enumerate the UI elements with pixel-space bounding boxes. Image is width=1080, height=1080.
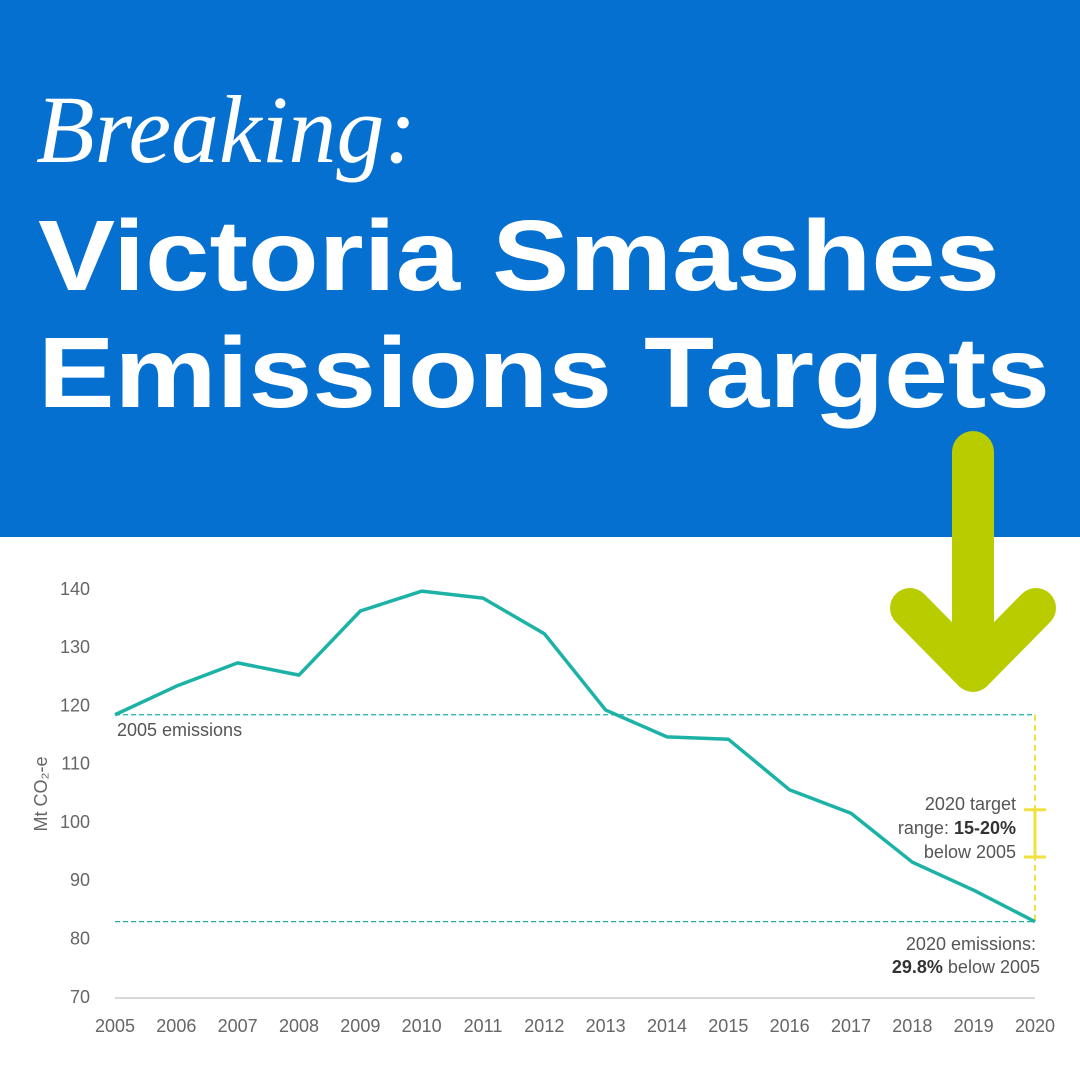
kicker: Breaking: — [36, 76, 416, 183]
target-note-part: range: — [898, 818, 954, 838]
y-tick-label: 130 — [60, 637, 90, 657]
arrow — [890, 431, 1056, 692]
emissions-note-bold: 29.8% — [892, 957, 943, 977]
target-note-bold: 15-20% — [954, 818, 1016, 838]
y-tick-label: 100 — [60, 812, 90, 832]
x-tick-label: 2008 — [279, 1016, 319, 1036]
target-note: 2020 target — [925, 794, 1016, 814]
banner — [0, 0, 1080, 537]
x-tick-label: 2011 — [464, 1016, 503, 1036]
target-note: range: 15-20% — [898, 818, 1016, 838]
y-tick-label: 80 — [70, 928, 90, 948]
x-tick-label: 2009 — [340, 1016, 380, 1036]
x-tick-label: 2010 — [402, 1016, 442, 1036]
y-tick-label: 120 — [60, 695, 90, 715]
y-tick-label: 110 — [61, 754, 90, 774]
x-tick-label: 2016 — [770, 1016, 810, 1036]
headline: Victoria Smashes — [38, 200, 1000, 312]
x-tick-label: 2012 — [524, 1016, 564, 1036]
y-axis-label: Mt CO₂-e — [31, 757, 51, 832]
x-tick-label: 2019 — [954, 1016, 994, 1036]
reference-label: 2005 emissions — [117, 720, 242, 740]
emissions-note: 2020 emissions: — [906, 934, 1036, 954]
y-tick-label: 140 — [60, 579, 90, 599]
arrow-head — [890, 588, 1056, 692]
x-tick-label: 2005 — [95, 1016, 135, 1036]
x-tick-label: 2006 — [156, 1016, 196, 1036]
emissions-note-part: below 2005 — [943, 957, 1040, 977]
x-tick-label: 2014 — [647, 1016, 687, 1036]
emissions-line — [114, 589, 1036, 924]
emissions-note: 29.8% below 2005 — [892, 957, 1040, 977]
target-note: below 2005 — [924, 842, 1016, 862]
x-tick-label: 2015 — [708, 1016, 748, 1036]
x-tick-label: 2017 — [831, 1016, 871, 1036]
x-tick-label: 2018 — [892, 1016, 932, 1036]
x-tick-label: 2007 — [218, 1016, 258, 1036]
y-tick-label: 70 — [70, 987, 90, 1007]
x-tick-label: 2020 — [1015, 1016, 1055, 1036]
x-tick-label: 2013 — [586, 1016, 626, 1036]
y-tick-label: 90 — [70, 870, 90, 890]
headline: Emissions Targets — [38, 317, 1050, 429]
